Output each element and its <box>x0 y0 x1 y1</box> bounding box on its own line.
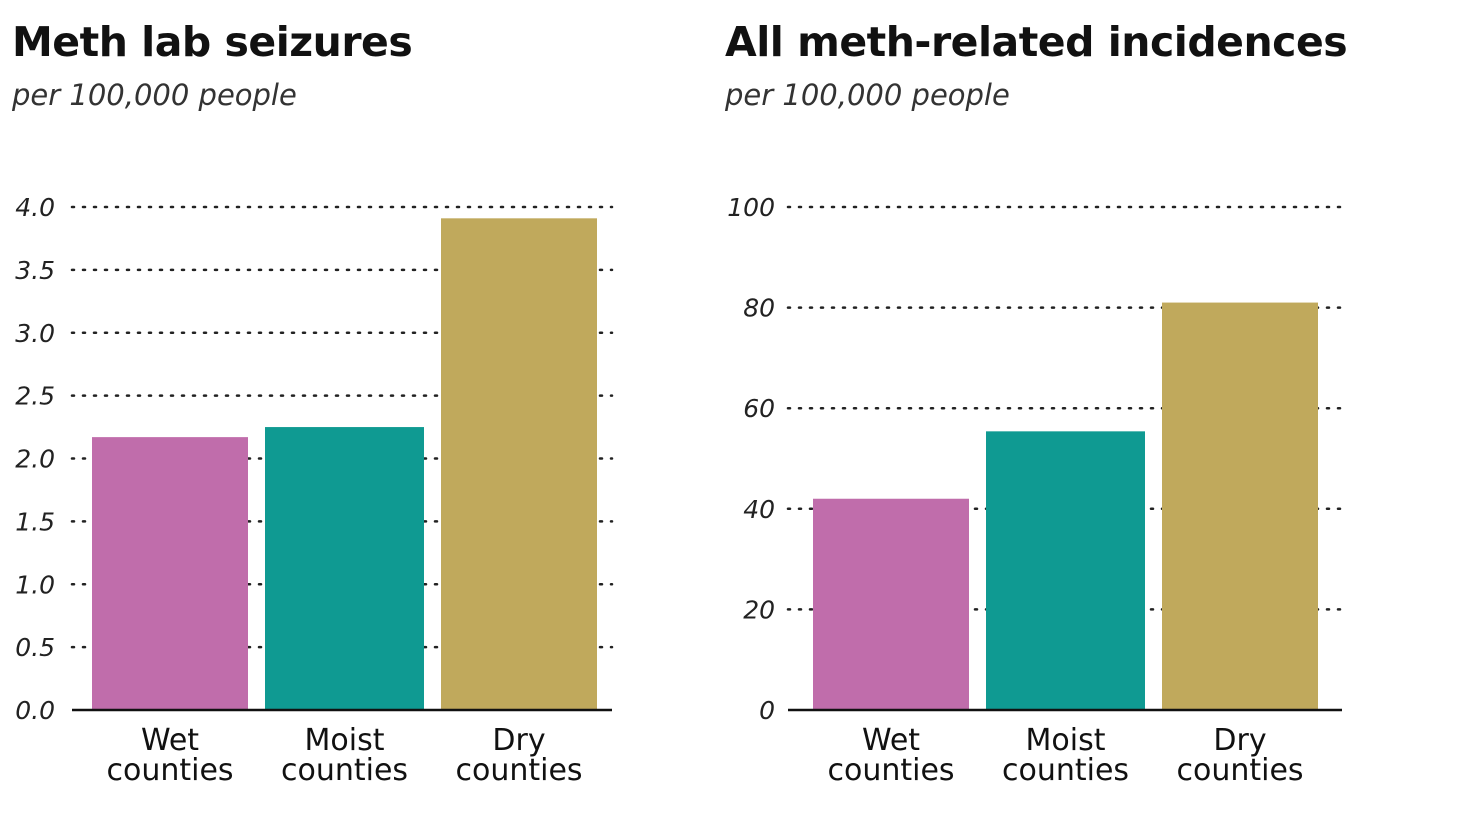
chart-title: Meth lab seizures <box>12 18 413 66</box>
y-tick-label: 20 <box>743 595 775 624</box>
bar-wet <box>92 437 248 710</box>
y-tick-label: 100 <box>727 193 775 222</box>
bar-dry <box>1162 302 1318 710</box>
chart-meth-lab-seizures: Meth lab seizures per 100,000 people 0.0… <box>0 0 700 822</box>
x-category-label: Moist <box>1026 723 1106 758</box>
y-tick-label: 60 <box>743 394 775 423</box>
bar-moist <box>265 427 424 710</box>
y-tick-label: 2.5 <box>15 382 55 411</box>
x-category-label: Dry <box>492 723 545 758</box>
y-tick-label: 4.0 <box>15 193 55 222</box>
y-tick-label: 0.5 <box>15 633 55 662</box>
chart-meth-related-incidences: All meth-related incidences per 100,000 … <box>722 0 1462 822</box>
x-category-label: counties <box>827 753 954 788</box>
y-tick-label: 80 <box>743 294 775 323</box>
chart-subtitle: per 100,000 people <box>12 78 297 112</box>
x-category-label: counties <box>281 753 408 788</box>
y-tick-label: 3.5 <box>15 256 55 285</box>
y-tick-label: 1.0 <box>15 570 55 599</box>
y-tick-label: 40 <box>743 495 775 524</box>
x-category-label: Wet <box>141 723 199 758</box>
bar-moist <box>986 431 1145 710</box>
x-category-label: counties <box>455 753 582 788</box>
chart-subtitle: per 100,000 people <box>725 78 1010 112</box>
x-category-label: Moist <box>305 723 385 758</box>
bar-wet <box>813 498 969 710</box>
chart-title: All meth-related incidences <box>725 18 1348 66</box>
x-category-label: Wet <box>862 723 920 758</box>
y-tick-label: 0 <box>759 696 775 725</box>
y-tick-label: 2.0 <box>15 445 55 474</box>
x-category-label: counties <box>1002 753 1129 788</box>
y-tick-label: 3.0 <box>15 319 55 348</box>
x-category-label: counties <box>1176 753 1303 788</box>
bar-chart-plot: 0.00.51.01.52.02.53.03.54.0WetcountiesMo… <box>15 193 614 788</box>
y-tick-label: 1.5 <box>15 507 55 536</box>
bar-dry <box>441 218 597 710</box>
x-category-label: Dry <box>1213 723 1266 758</box>
y-tick-label: 0.0 <box>15 696 55 725</box>
bar-chart-plot: 020406080100WetcountiesMoistcountiesDryc… <box>727 193 1344 788</box>
x-category-label: counties <box>106 753 233 788</box>
